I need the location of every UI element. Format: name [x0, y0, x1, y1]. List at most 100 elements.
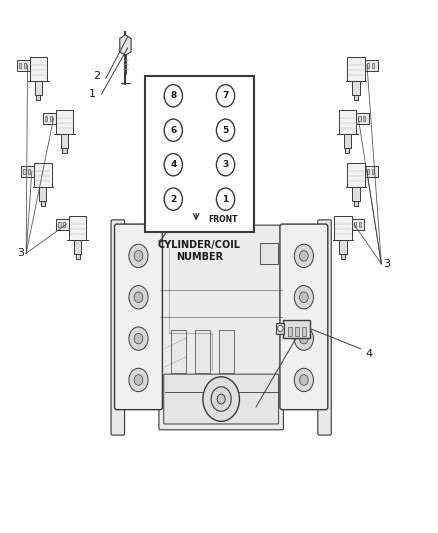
Bar — [295, 327, 299, 336]
Bar — [339, 110, 356, 134]
Text: 1: 1 — [223, 195, 229, 204]
Circle shape — [203, 377, 240, 421]
Bar — [74, 240, 81, 254]
Bar — [346, 148, 350, 154]
Bar — [276, 323, 284, 334]
Bar — [358, 116, 360, 122]
Bar — [58, 222, 60, 228]
Circle shape — [300, 333, 308, 344]
FancyBboxPatch shape — [115, 224, 162, 410]
Bar — [63, 148, 67, 154]
Bar — [365, 166, 378, 176]
FancyBboxPatch shape — [159, 225, 283, 430]
Circle shape — [216, 85, 235, 107]
Circle shape — [134, 375, 143, 385]
Bar — [353, 80, 360, 95]
Bar — [367, 168, 369, 174]
Bar — [50, 116, 52, 122]
Text: 3: 3 — [18, 248, 25, 259]
FancyBboxPatch shape — [111, 220, 124, 435]
Circle shape — [300, 292, 308, 303]
Bar — [43, 113, 56, 124]
Bar — [34, 163, 52, 187]
Bar — [352, 219, 364, 230]
FancyBboxPatch shape — [318, 220, 331, 435]
Bar — [145, 76, 254, 232]
Bar — [61, 134, 68, 148]
FancyBboxPatch shape — [164, 374, 279, 424]
Text: 5: 5 — [223, 126, 229, 135]
Circle shape — [217, 394, 225, 404]
Bar — [339, 240, 347, 254]
Text: 2: 2 — [170, 195, 177, 204]
Bar — [260, 243, 278, 264]
Text: 4: 4 — [170, 160, 177, 169]
Bar — [365, 60, 378, 70]
Text: 6: 6 — [170, 126, 177, 135]
Circle shape — [294, 244, 314, 268]
Circle shape — [164, 119, 183, 141]
Bar — [21, 166, 34, 176]
Bar — [23, 168, 26, 174]
Circle shape — [294, 327, 314, 350]
Bar — [69, 215, 86, 240]
Circle shape — [129, 368, 148, 392]
Bar — [45, 116, 47, 122]
Bar — [353, 187, 360, 201]
Circle shape — [294, 286, 314, 309]
Text: 3: 3 — [223, 160, 229, 169]
Circle shape — [278, 325, 283, 332]
Bar — [171, 330, 186, 373]
Circle shape — [216, 119, 235, 141]
Text: CYLINDER/COIL: CYLINDER/COIL — [158, 240, 241, 250]
Circle shape — [129, 286, 148, 309]
Bar — [39, 187, 46, 201]
Circle shape — [164, 85, 183, 107]
Bar — [334, 215, 352, 240]
Text: NUMBER: NUMBER — [176, 252, 223, 262]
Text: FRONT: FRONT — [208, 215, 238, 224]
Text: 8: 8 — [170, 91, 177, 100]
Bar — [363, 116, 365, 122]
Bar — [56, 110, 74, 134]
Bar — [219, 330, 234, 373]
Bar — [347, 163, 365, 187]
Bar — [367, 62, 369, 68]
Bar — [354, 222, 356, 228]
Circle shape — [129, 327, 148, 350]
Bar — [344, 134, 351, 148]
Circle shape — [134, 251, 143, 261]
Bar — [28, 168, 31, 174]
Text: 2: 2 — [93, 70, 101, 80]
Circle shape — [300, 375, 308, 385]
Bar — [347, 56, 365, 80]
Circle shape — [129, 244, 148, 268]
Circle shape — [164, 188, 183, 211]
Bar — [341, 254, 345, 260]
Bar — [302, 327, 306, 336]
Bar — [17, 60, 29, 70]
Polygon shape — [120, 35, 131, 55]
Bar — [354, 201, 358, 206]
Bar — [195, 330, 210, 373]
Bar — [29, 56, 47, 80]
Bar — [371, 168, 374, 174]
Bar — [75, 254, 80, 260]
Bar — [36, 95, 40, 100]
Circle shape — [211, 387, 231, 411]
Circle shape — [134, 333, 143, 344]
Bar — [24, 62, 26, 68]
Bar — [19, 62, 21, 68]
Bar — [41, 201, 45, 206]
Bar — [371, 62, 374, 68]
Polygon shape — [283, 319, 311, 338]
Text: 7: 7 — [223, 91, 229, 100]
Circle shape — [164, 154, 183, 176]
Bar — [354, 95, 358, 100]
Bar — [356, 113, 369, 124]
Circle shape — [216, 154, 235, 176]
Circle shape — [216, 188, 235, 211]
Text: 3: 3 — [383, 259, 390, 269]
Circle shape — [300, 251, 308, 261]
Circle shape — [134, 292, 143, 303]
